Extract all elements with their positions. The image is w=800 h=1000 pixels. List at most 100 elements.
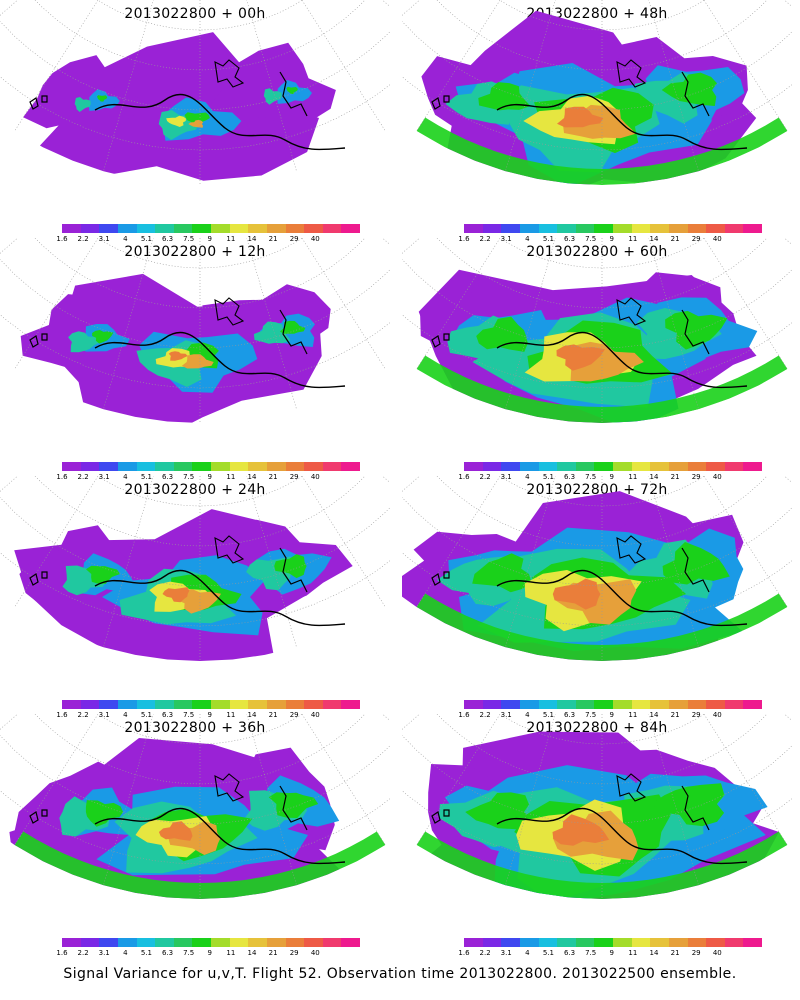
colorbar-labels: 1.6 2.2 3.1 4 5.1 6.3 7.5 9 11 14 21 29 40 — [56, 949, 360, 959]
colorbar-label: 21 — [670, 711, 680, 719]
colorbar-label: 40 — [712, 473, 722, 481]
colorbar-label: 3.1 — [500, 235, 512, 243]
colorbar-swatch — [99, 938, 118, 947]
colorbar-labels: 1.6 2.2 3.1 4 5.1 6.3 7.5 9 11 14 21 29 40 — [56, 473, 360, 483]
colorbar-label: 6.3 — [161, 473, 174, 481]
colorbar-swatch — [501, 938, 520, 947]
panel-title: 2013022800 + 12h — [124, 244, 266, 260]
colorbar — [464, 938, 762, 947]
colorbar-label: 7.5 — [183, 711, 195, 719]
colorbar-swatch — [136, 700, 156, 709]
variance-map — [0, 476, 390, 661]
colorbar-label: 3.1 — [98, 711, 110, 719]
colorbar-label: 3.1 — [98, 949, 110, 957]
colorbar-swatch — [687, 700, 707, 709]
colorbar-swatch — [285, 224, 305, 233]
variance-map — [0, 0, 390, 185]
colorbar-label: 4 — [525, 473, 530, 481]
colorbar-label: 14 — [247, 473, 257, 481]
map-panel: 2013022800 + 72h 1.6 2.2 3.1 4 5.1 6.3 7.5 9 11 14… — [402, 476, 792, 719]
colorbar-label: 5.1 — [140, 235, 152, 243]
colorbar-swatch — [211, 700, 230, 709]
colorbar-swatch — [266, 938, 286, 947]
colorbar-swatch — [687, 224, 707, 233]
colorbar-label: 11 — [226, 473, 236, 481]
colorbar-swatch — [538, 462, 558, 471]
colorbar-swatch — [266, 700, 286, 709]
colorbar-swatch — [173, 700, 193, 709]
colorbar-swatch — [575, 224, 595, 233]
colorbar-label: 9 — [207, 473, 212, 481]
variance-map — [0, 714, 390, 899]
colorbar-swatch — [594, 224, 613, 233]
panel-title: 2013022800 + 36h — [124, 720, 266, 736]
colorbar-label: 11 — [628, 711, 638, 719]
variance-map — [402, 714, 792, 899]
colorbar-swatch — [650, 938, 669, 947]
colorbar-label: 21 — [268, 473, 278, 481]
colorbar — [62, 462, 360, 471]
variance-map — [402, 0, 792, 185]
colorbar-swatch — [668, 938, 688, 947]
colorbar-label: 11 — [226, 711, 236, 719]
colorbar-swatch — [501, 462, 520, 471]
colorbar-swatch — [155, 462, 174, 471]
colorbar-swatch — [248, 462, 267, 471]
colorbar-label: 3.1 — [500, 949, 512, 957]
colorbar-label: 11 — [226, 235, 236, 243]
colorbar-swatch — [285, 700, 305, 709]
colorbar-swatch — [211, 938, 230, 947]
colorbar-swatch — [341, 224, 360, 233]
colorbar-label: 6.3 — [161, 711, 174, 719]
colorbar-swatch — [594, 938, 613, 947]
colorbar-label: 7.5 — [183, 949, 195, 957]
colorbar-swatch — [136, 938, 156, 947]
colorbar-swatch — [575, 700, 595, 709]
colorbar-label: 11 — [628, 235, 638, 243]
colorbar-label: 2.2 — [479, 949, 491, 957]
colorbar-label: 1.6 — [56, 711, 68, 719]
colorbar-swatch — [117, 938, 137, 947]
colorbar-label: 40 — [310, 235, 320, 243]
colorbar-swatch — [538, 700, 558, 709]
colorbar-label: 29 — [289, 235, 299, 243]
colorbar-label: 7.5 — [183, 235, 195, 243]
colorbar-swatch — [62, 462, 81, 471]
map-panel: 2013022800 + 84h 1.6 2.2 3.1 4 5.1 6.3 7.5 9 11 14… — [402, 714, 792, 957]
colorbar-swatch — [229, 938, 249, 947]
colorbar-swatch — [322, 700, 342, 709]
colorbar-swatch — [706, 700, 725, 709]
colorbar — [464, 224, 762, 233]
panel-title: 2013022800 + 60h — [526, 244, 668, 260]
colorbar-label: 1.6 — [458, 235, 470, 243]
colorbar — [62, 224, 360, 233]
colorbar-label: 29 — [691, 473, 701, 481]
colorbar-label: 6.3 — [563, 949, 576, 957]
colorbar-swatch — [706, 938, 725, 947]
colorbar-swatch — [743, 700, 762, 709]
colorbar-label: 4 — [525, 235, 530, 243]
variance-map — [0, 238, 390, 423]
colorbar-swatch — [304, 462, 323, 471]
colorbar-swatch — [557, 700, 576, 709]
colorbar-swatch — [482, 700, 502, 709]
colorbar-swatch — [229, 462, 249, 471]
colorbar-swatch — [519, 462, 539, 471]
colorbar-swatch — [724, 700, 744, 709]
colorbar — [62, 938, 360, 947]
colorbar-label: 5.1 — [542, 473, 554, 481]
colorbar-labels: 1.6 2.2 3.1 4 5.1 6.3 7.5 9 11 14 21 29 40 — [458, 711, 762, 721]
colorbar-swatch — [575, 462, 595, 471]
colorbar-swatch — [501, 700, 520, 709]
colorbar-label: 5.1 — [542, 235, 554, 243]
colorbar-swatch — [117, 224, 137, 233]
colorbar-label: 3.1 — [98, 235, 110, 243]
colorbar-swatch — [557, 224, 576, 233]
colorbar-swatch — [304, 224, 323, 233]
colorbar-label: 14 — [247, 949, 257, 957]
colorbar-label: 5.1 — [140, 473, 152, 481]
colorbar-label: 1.6 — [458, 711, 470, 719]
colorbar-label: 11 — [628, 949, 638, 957]
colorbar-swatch — [594, 462, 613, 471]
colorbar-label: 3.1 — [500, 711, 512, 719]
